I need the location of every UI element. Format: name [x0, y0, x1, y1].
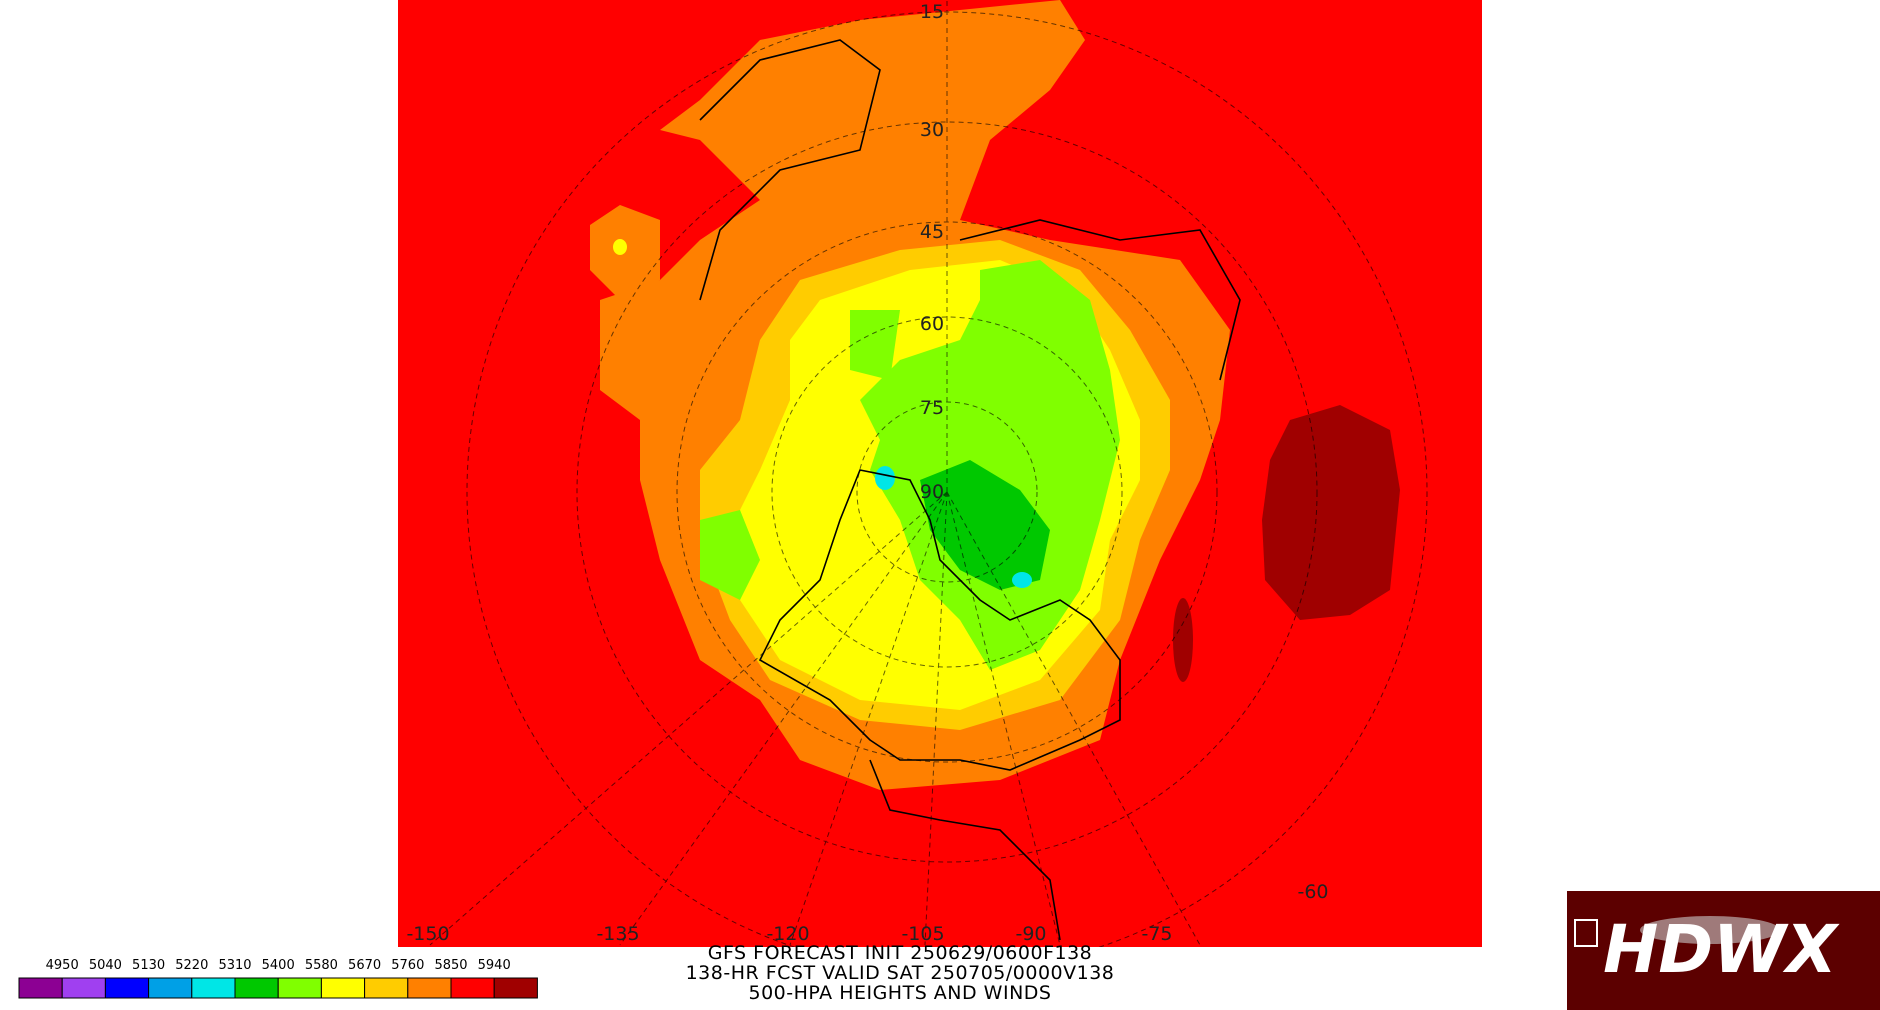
logo-background: [1567, 891, 1880, 1010]
latitude-label: 30: [920, 119, 944, 141]
latitude-label: 75: [920, 397, 944, 419]
colorbar-swatch: [277, 977, 322, 999]
contour-5310: [1012, 572, 1032, 588]
colorbar-label: 5850: [434, 958, 467, 973]
map: [398, 0, 1482, 947]
contour-5940: [1173, 598, 1193, 682]
longitude-label: -150: [406, 923, 449, 945]
colorbar-swatch: [407, 977, 452, 999]
colorbar-label: 5940: [478, 958, 511, 973]
coastlines: [699, 39, 1241, 941]
colorbar-swatch: [191, 977, 236, 999]
colorbar-label: 5130: [132, 958, 165, 973]
latitude-label: 15: [920, 1, 944, 23]
latitude-label: 90: [920, 481, 944, 503]
colorbar-label: 5040: [89, 958, 122, 973]
contour-5940: [1262, 405, 1400, 620]
contour-5580-north: [850, 310, 900, 380]
logo-emblem: [1574, 919, 1598, 947]
longitude-label: -120: [766, 923, 809, 945]
graticule: [429, 0, 1428, 947]
logo-storm: [1640, 916, 1780, 944]
contour-5580: [860, 260, 1120, 670]
longitude-label: -60: [1297, 881, 1328, 903]
logo-text: HDWX: [1603, 911, 1840, 988]
longitude-label: -135: [596, 923, 639, 945]
longitude-label: -90: [1015, 923, 1046, 945]
colorbar-label: 5310: [218, 958, 251, 973]
contour-5310: [875, 466, 895, 490]
colorbar-label: 5220: [175, 958, 208, 973]
latitude-label: 60: [920, 313, 944, 335]
longitude-label: -105: [901, 923, 944, 945]
contour-5400: [920, 460, 1050, 590]
colorbar-label: 5580: [305, 958, 338, 973]
colorbar-swatch: [364, 977, 409, 999]
colorbar-swatch: [104, 977, 150, 999]
title-line: GFS FORECAST INIT 250629/0600F138: [708, 942, 1093, 964]
colorbar-swatch: [234, 977, 279, 999]
colorbar-swatch: [493, 977, 538, 999]
latitude-label: 45: [920, 221, 944, 243]
colorbar-swatch: [320, 977, 366, 999]
colorbar-swatch: [450, 977, 495, 999]
colorbar-label: 5400: [262, 958, 295, 973]
colorbar-swatch: [148, 977, 193, 999]
colorbar-label: 5760: [391, 958, 424, 973]
title-line: 138-HR FCST VALID SAT 250705/0000V138: [686, 962, 1115, 984]
colorbar-label: 5670: [348, 958, 381, 973]
colorbar-swatch: [18, 977, 63, 999]
logo: HDWX: [1567, 891, 1880, 1010]
contour-5670: [613, 239, 627, 255]
colorbar-label: 4950: [46, 958, 79, 973]
longitude-label: -75: [1141, 923, 1172, 945]
title-line: 500-HPA HEIGHTS AND WINDS: [749, 982, 1052, 1004]
colorbar-swatch: [61, 977, 106, 999]
contour-5580-west: [700, 510, 760, 600]
